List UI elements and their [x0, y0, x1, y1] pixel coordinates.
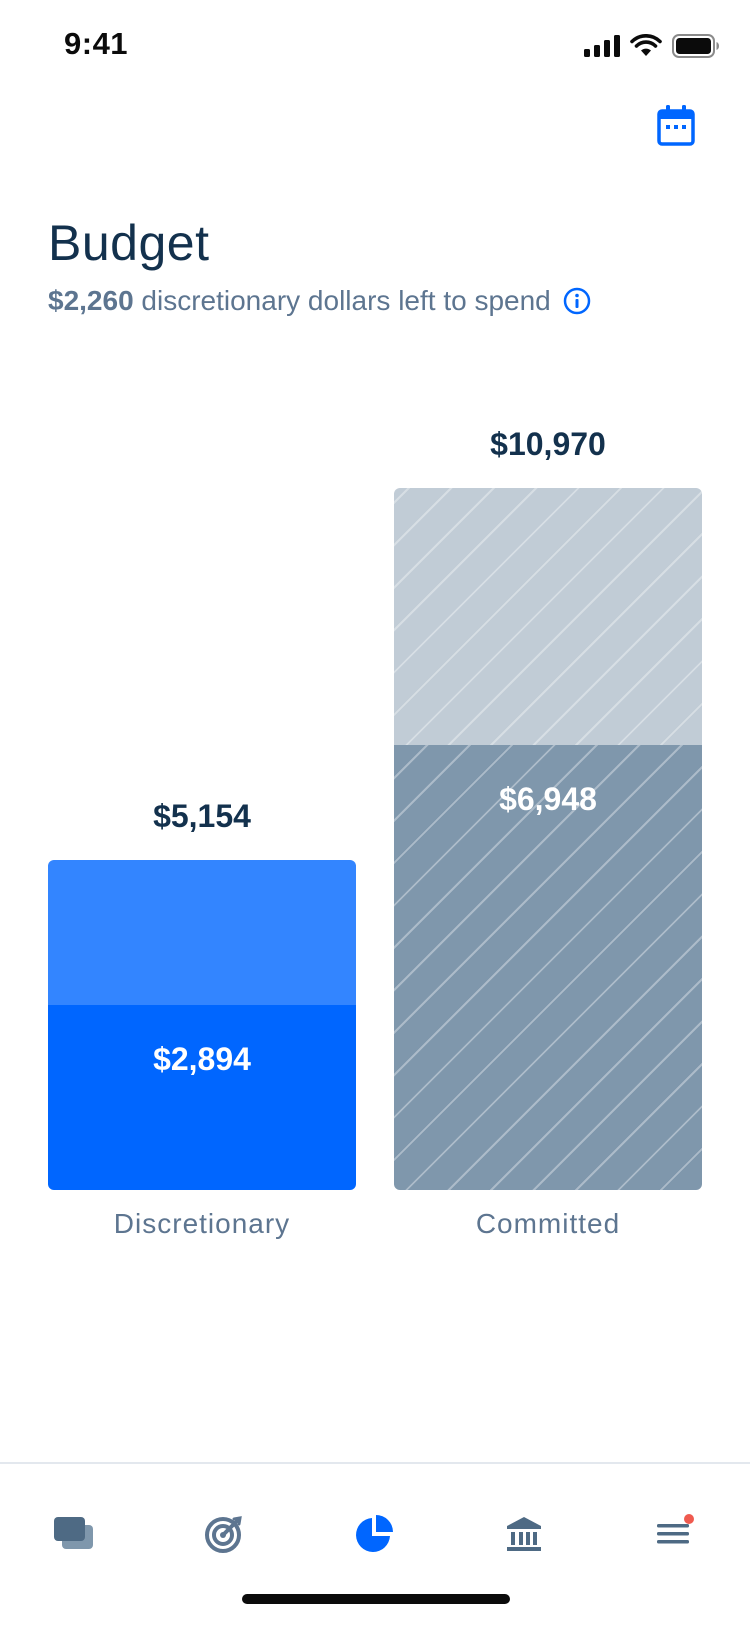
- discretionary-bar[interactable]: $2,894: [48, 860, 356, 1190]
- budget-bar-chart: $5,154 $2,894 Discretionary $10,970 $6,9…: [48, 426, 702, 1239]
- page-title: Budget: [48, 215, 210, 271]
- tab-cards[interactable]: [44, 1504, 104, 1564]
- discretionary-spent-label: $2,894: [153, 1040, 251, 1077]
- discretionary-remaining-segment: [48, 860, 356, 1005]
- discretionary-spent-segment: $2,894: [48, 1004, 356, 1190]
- cellular-signal-icon: [584, 35, 620, 57]
- committed-spent-segment: $6,948: [394, 745, 702, 1190]
- budget-summary: $2,260 discretionary dollars left to spe…: [48, 285, 591, 317]
- status-bar: 9:41: [0, 0, 750, 90]
- cards-icon: [54, 1517, 93, 1549]
- info-button[interactable]: [563, 287, 591, 315]
- committed-caption: Committed: [475, 1208, 621, 1239]
- tab-budget[interactable]: [344, 1504, 404, 1564]
- committed-bar[interactable]: $6,948: [394, 488, 702, 1190]
- tab-accounts[interactable]: [494, 1504, 554, 1564]
- home-indicator: [242, 1594, 510, 1604]
- tab-goals[interactable]: [194, 1504, 254, 1564]
- bank-icon: [507, 1517, 541, 1551]
- calendar-button[interactable]: [656, 104, 700, 148]
- battery-icon: [672, 34, 719, 58]
- remaining-amount: $2,260: [48, 285, 134, 316]
- pie-chart-icon: [356, 1515, 393, 1552]
- committed-remaining-segment: [394, 488, 702, 746]
- calendar-icon: [657, 105, 695, 146]
- wifi-icon: [630, 34, 662, 56]
- discretionary-total-label: $5,154: [153, 798, 251, 835]
- committed-spent-label: $6,948: [499, 781, 597, 818]
- target-icon: [205, 1516, 242, 1553]
- committed-total-label: $10,970: [490, 426, 606, 462]
- status-icons: [584, 34, 720, 58]
- discretionary-caption: Discretionary: [113, 1208, 291, 1239]
- tab-menu[interactable]: [644, 1504, 704, 1564]
- notification-badge: [684, 1514, 694, 1524]
- menu-icon: [657, 1514, 694, 1544]
- remaining-text: discretionary dollars left to spend: [141, 285, 551, 316]
- info-icon: [563, 287, 590, 315]
- status-time: 9:41: [64, 26, 129, 61]
